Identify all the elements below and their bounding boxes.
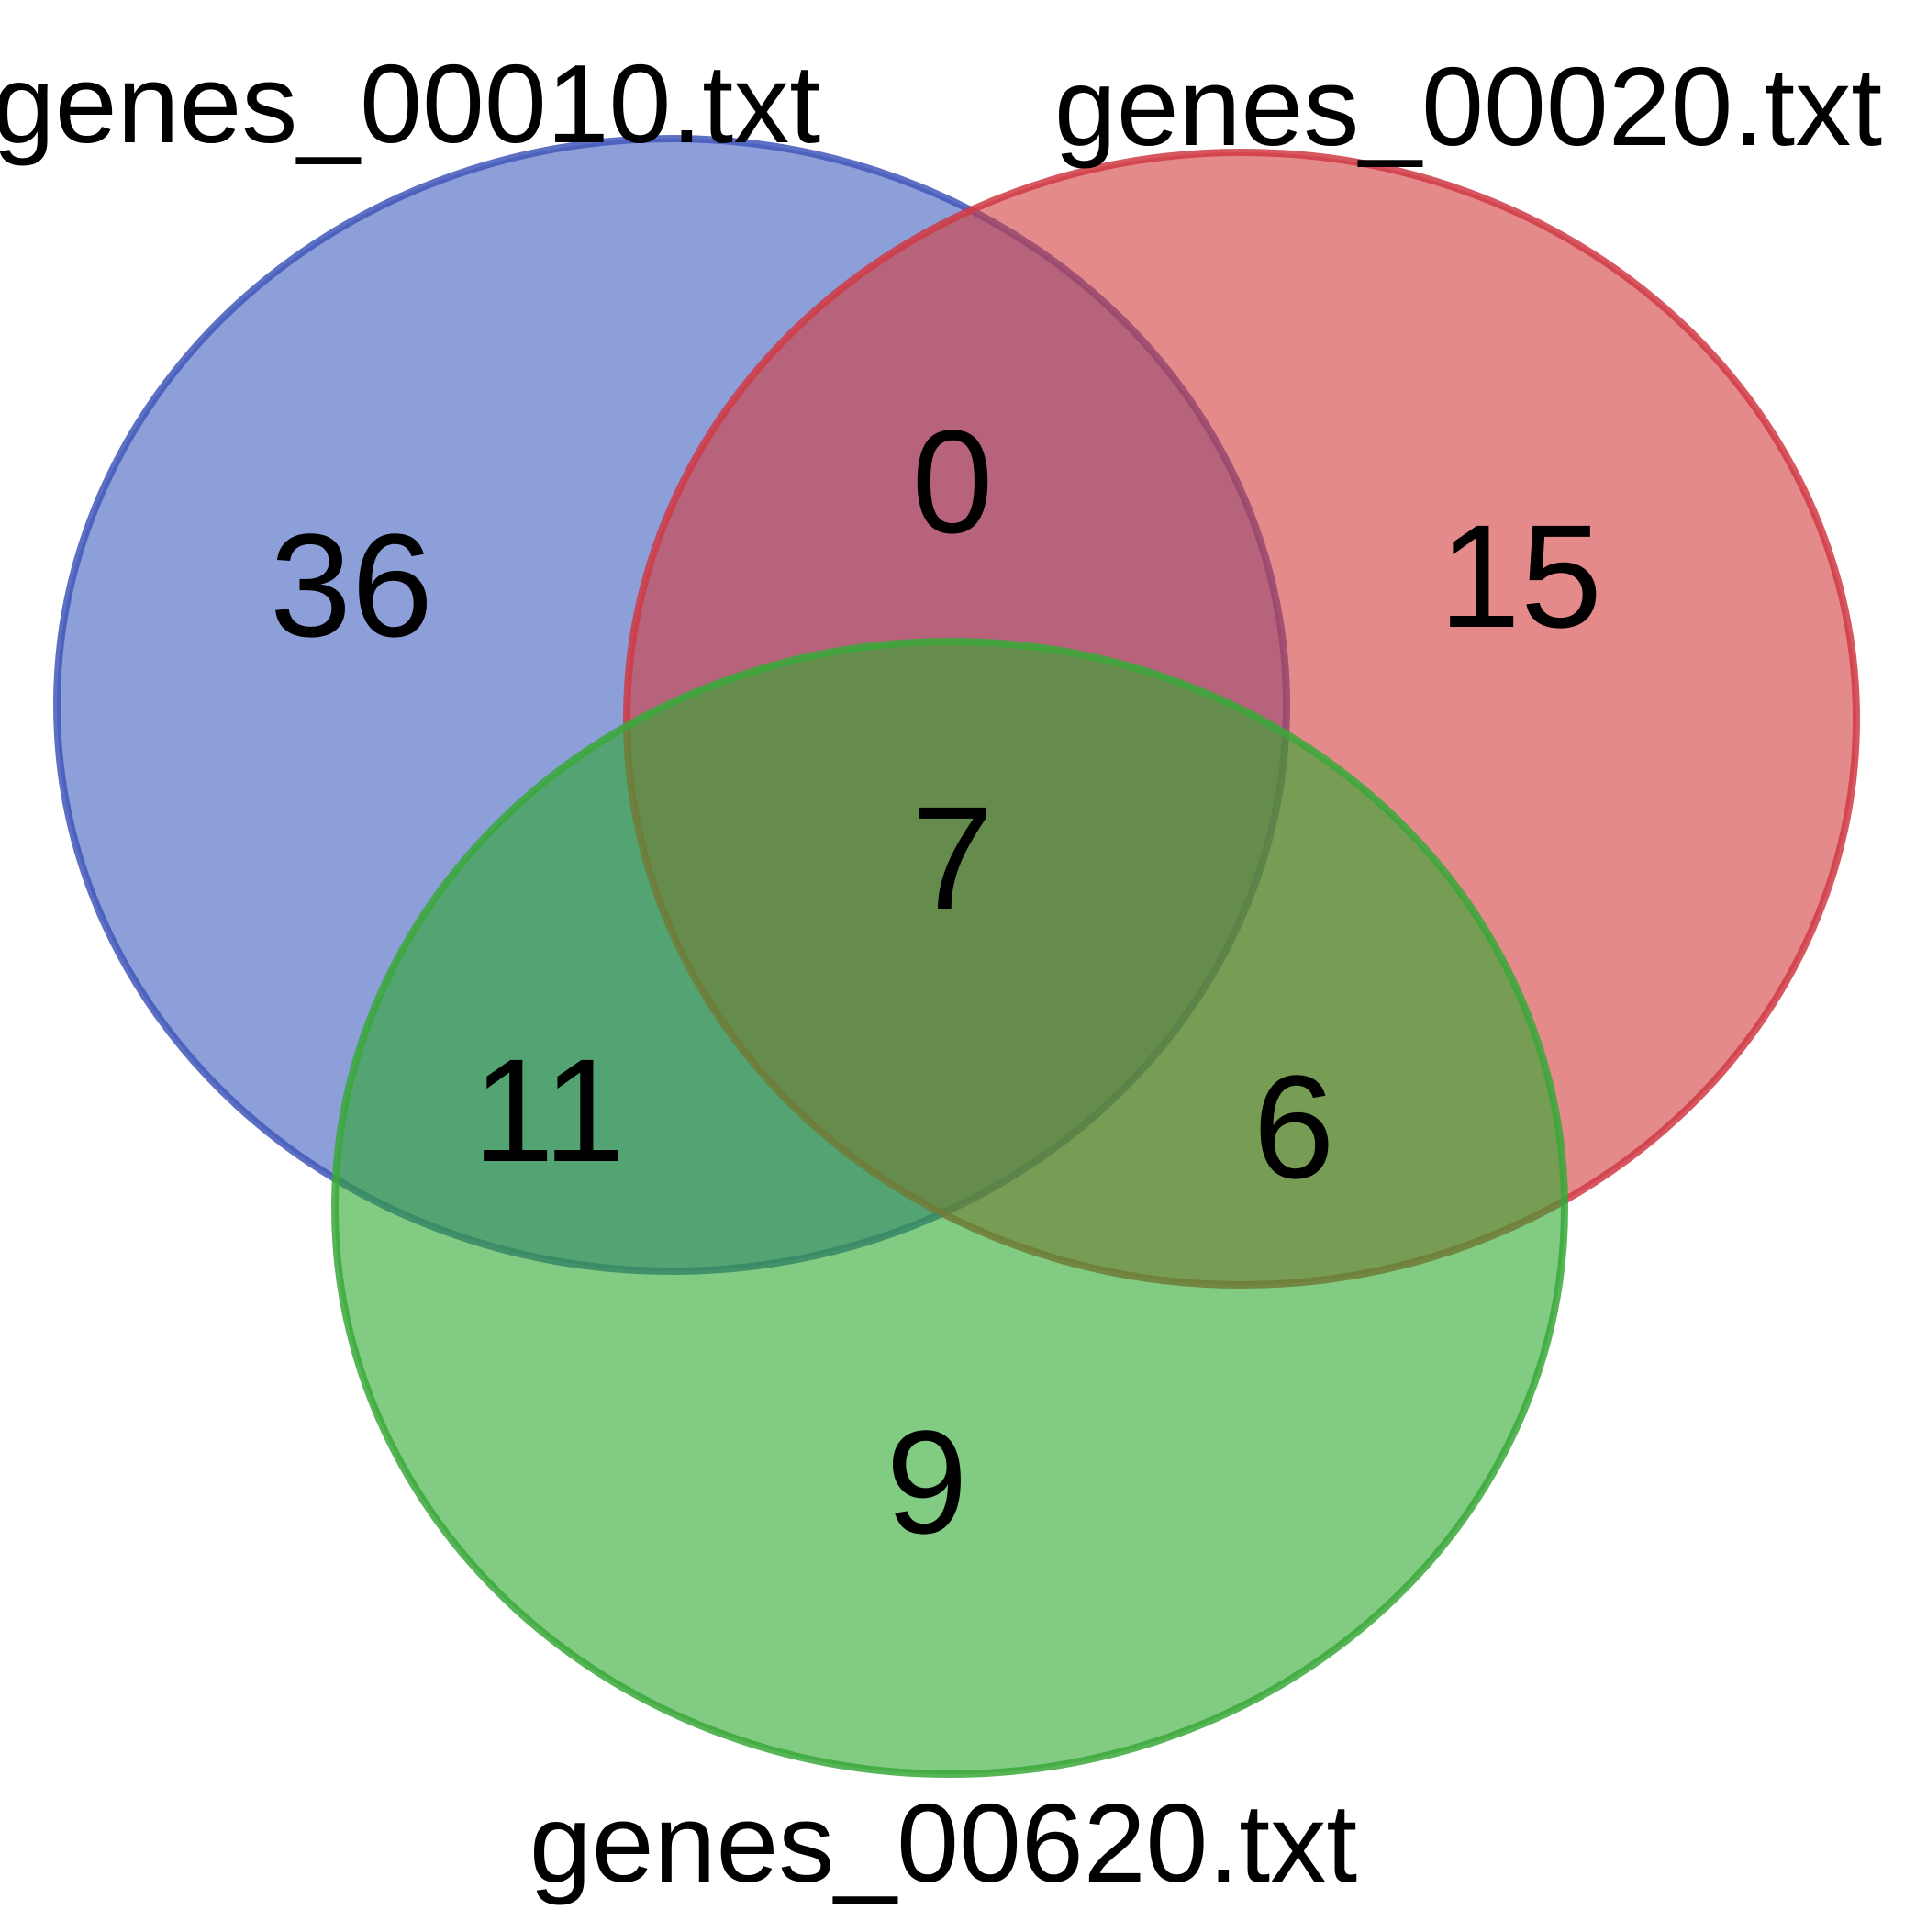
region-ab-count: 0 bbox=[912, 399, 994, 564]
region-abc-count: 7 bbox=[912, 776, 994, 940]
region-b-only-count: 15 bbox=[1439, 494, 1602, 658]
region-bc-count: 6 bbox=[1253, 1044, 1335, 1209]
set-c-ellipse bbox=[331, 638, 1568, 1778]
set-b-label: genes_00020.txt bbox=[1054, 44, 1882, 169]
set-c-label: genes_00620.txt bbox=[529, 1781, 1357, 1905]
set-a-label: genes_00010.txt bbox=[0, 41, 820, 166]
region-ac-count: 11 bbox=[473, 1028, 625, 1192]
region-a-only-count: 36 bbox=[270, 503, 433, 667]
region-c-only-count: 9 bbox=[886, 1400, 968, 1564]
